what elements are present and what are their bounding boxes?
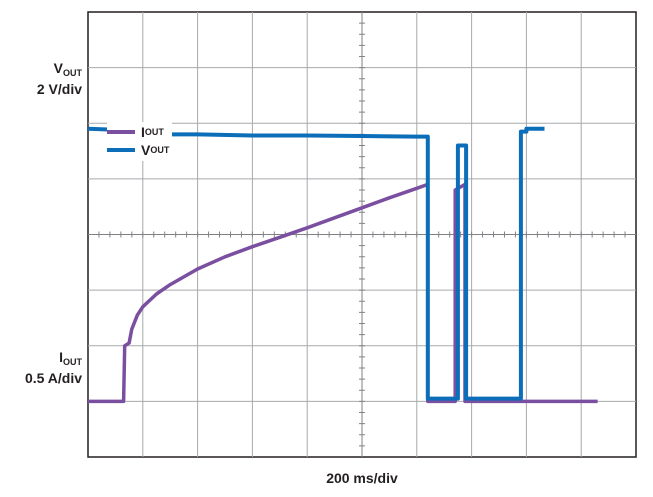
legend-item-vout: V OUT bbox=[107, 141, 169, 159]
legend: I OUT V OUT bbox=[107, 122, 173, 161]
iout-axis-label: IOUT 0.5 A/div bbox=[4, 349, 82, 386]
legend-label-iout: I bbox=[141, 124, 145, 140]
legend-item-iout: I OUT bbox=[107, 123, 169, 141]
iout-axis-scale: 0.5 A/div bbox=[24, 370, 82, 386]
grid bbox=[88, 12, 636, 457]
x-axis-label: 200 ms/div bbox=[326, 470, 398, 486]
trace-iout bbox=[88, 182, 598, 404]
vout-axis-label: VOUT 2 V/div bbox=[4, 60, 82, 97]
vout-axis-scale: 2 V/div bbox=[36, 81, 82, 97]
legend-sub-iout: OUT bbox=[144, 127, 164, 137]
vout-axis-name: V bbox=[53, 60, 63, 76]
iout-axis-sub: OUT bbox=[63, 357, 82, 367]
iout-axis-name: I bbox=[59, 349, 63, 365]
legend-swatch-vout bbox=[107, 148, 135, 152]
legend-label-vout: V bbox=[141, 142, 151, 158]
vout-axis-sub: OUT bbox=[63, 68, 82, 78]
legend-sub-vout: OUT bbox=[150, 145, 170, 155]
legend-swatch-iout bbox=[107, 130, 135, 134]
